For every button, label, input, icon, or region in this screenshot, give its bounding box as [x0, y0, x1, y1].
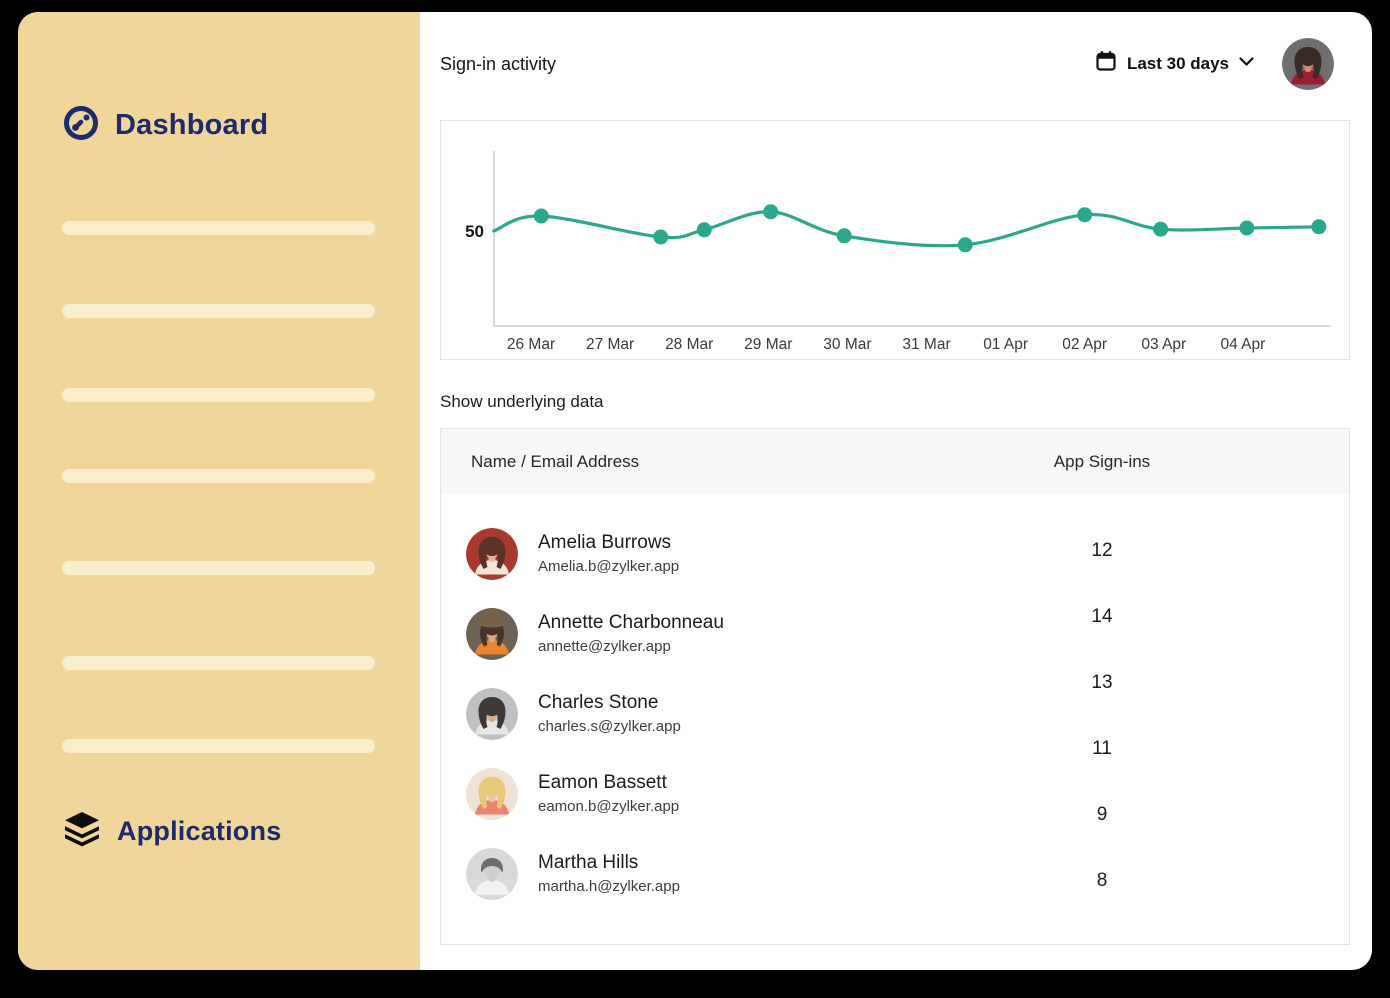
user-identity: Annette Charbonneau annette@zylker.app — [538, 611, 724, 657]
svg-text:29 Mar: 29 Mar — [744, 336, 792, 353]
app-signins-column: 12 14 13 11 9 8 — [977, 429, 1227, 944]
user-avatar — [466, 848, 518, 900]
sidebar-item-label: Applications — [117, 816, 282, 846]
layers-icon — [62, 810, 102, 853]
user-email: martha.h@zylker.app — [538, 878, 680, 895]
sidebar-item-dashboard[interactable]: Dashboard — [62, 104, 268, 147]
table-row[interactable]: Charles Stone charles.s@zylker.app — [441, 674, 1349, 754]
user-identity: Charles Stone charles.s@zylker.app — [538, 691, 681, 737]
main-content: Sign-in activity Last 30 days — [420, 12, 1372, 970]
sidebar-placeholder-bar — [62, 561, 375, 575]
page-title: Sign-in activity — [440, 53, 557, 74]
sidebar-item-applications[interactable]: Applications — [62, 810, 281, 853]
svg-text:01 Apr: 01 Apr — [983, 336, 1028, 353]
user-name: Eamon Bassett — [538, 772, 667, 793]
user-identity: Eamon Bassett eamon.b@zylker.app — [538, 771, 679, 817]
app-canvas: Dashboard Applications Sign-in activity — [18, 12, 1372, 970]
svg-text:03 Apr: 03 Apr — [1141, 336, 1186, 353]
user-email: charles.s@zylker.app — [538, 718, 681, 735]
user-name: Annette Charbonneau — [538, 612, 724, 633]
sidebar: Dashboard Applications — [18, 12, 420, 970]
date-range-dropdown[interactable]: Last 30 days — [1094, 49, 1255, 79]
profile-avatar[interactable] — [1282, 38, 1334, 90]
svg-text:28 Mar: 28 Mar — [665, 336, 713, 353]
app-signins-value: 9 — [1096, 804, 1108, 825]
table-row[interactable]: Amelia Burrows Amelia.b@zylker.app — [441, 514, 1349, 594]
underlying-data-table: Name / Email Address App Sign-ins Amelia… — [440, 428, 1350, 945]
sidebar-placeholder-bar — [62, 739, 375, 753]
sidebar-item-label: Dashboard — [115, 109, 269, 141]
topbar-right: Last 30 days — [1094, 38, 1350, 90]
column-header-name-email: Name / Email Address — [471, 451, 640, 471]
table-header-row: Name / Email Address App Sign-ins — [441, 429, 1349, 494]
sidebar-placeholder-bar — [62, 221, 375, 235]
user-avatar — [466, 528, 518, 580]
user-avatar — [466, 768, 518, 820]
svg-text:26 Mar: 26 Mar — [507, 336, 555, 353]
sidebar-placeholder-bar — [62, 656, 375, 670]
topbar: Sign-in activity Last 30 days — [440, 38, 1350, 90]
svg-text:30 Mar: 30 Mar — [823, 336, 871, 353]
user-email: Amelia.b@zylker.app — [538, 558, 680, 575]
sidebar-placeholder-bar — [62, 304, 375, 318]
table-row[interactable]: Eamon Bassett eamon.b@zylker.app — [441, 754, 1349, 834]
svg-text:02 Apr: 02 Apr — [1062, 336, 1107, 353]
calendar-icon — [1094, 49, 1118, 79]
svg-text:50: 50 — [465, 222, 484, 241]
sidebar-placeholder-bar — [62, 388, 375, 402]
sidebar-placeholder-bar — [62, 469, 375, 483]
gauge-icon — [62, 104, 100, 147]
chevron-down-icon — [1238, 55, 1255, 73]
column-header-app-signins: App Sign-ins — [1053, 451, 1151, 471]
table-row[interactable]: Annette Charbonneau annette@zylker.app — [441, 594, 1349, 674]
svg-text:27 Mar: 27 Mar — [586, 336, 634, 353]
app-signins-value: 13 — [1091, 672, 1113, 693]
svg-text:04 Apr: 04 Apr — [1220, 336, 1265, 353]
user-name: Charles Stone — [538, 692, 659, 713]
user-name: Amelia Burrows — [538, 532, 672, 553]
table-body: Amelia Burrows Amelia.b@zylker.app Annet… — [441, 494, 1349, 914]
user-identity: Amelia Burrows Amelia.b@zylker.app — [538, 531, 679, 577]
app-signins-value: 11 — [1092, 738, 1112, 759]
date-range-label: Last 30 days — [1126, 54, 1229, 73]
table-row[interactable]: Martha Hills martha.h@zylker.app — [441, 834, 1349, 914]
user-identity: Martha Hills martha.h@zylker.app — [538, 851, 680, 897]
user-name: Martha Hills — [538, 852, 639, 873]
app-signins-value: 8 — [1096, 870, 1108, 891]
svg-text:31 Mar: 31 Mar — [902, 336, 950, 353]
signin-activity-chart: 50 26 Mar 27 Mar 28 Mar 29 Mar 30 Mar 31 Mar 01… — [440, 120, 1350, 360]
user-avatar — [466, 688, 518, 740]
line-chart: 50 26 Mar 27 Mar 28 Mar 29 Mar 30 Mar 31 Mar 01… — [465, 151, 1331, 353]
app-signins-value: 12 — [1091, 540, 1113, 561]
app-signins-value: 14 — [1091, 606, 1113, 627]
user-avatar — [466, 608, 518, 660]
show-underlying-data-label: Show underlying data — [440, 392, 604, 411]
user-email: eamon.b@zylker.app — [538, 798, 680, 815]
user-email: annette@zylker.app — [538, 638, 671, 655]
